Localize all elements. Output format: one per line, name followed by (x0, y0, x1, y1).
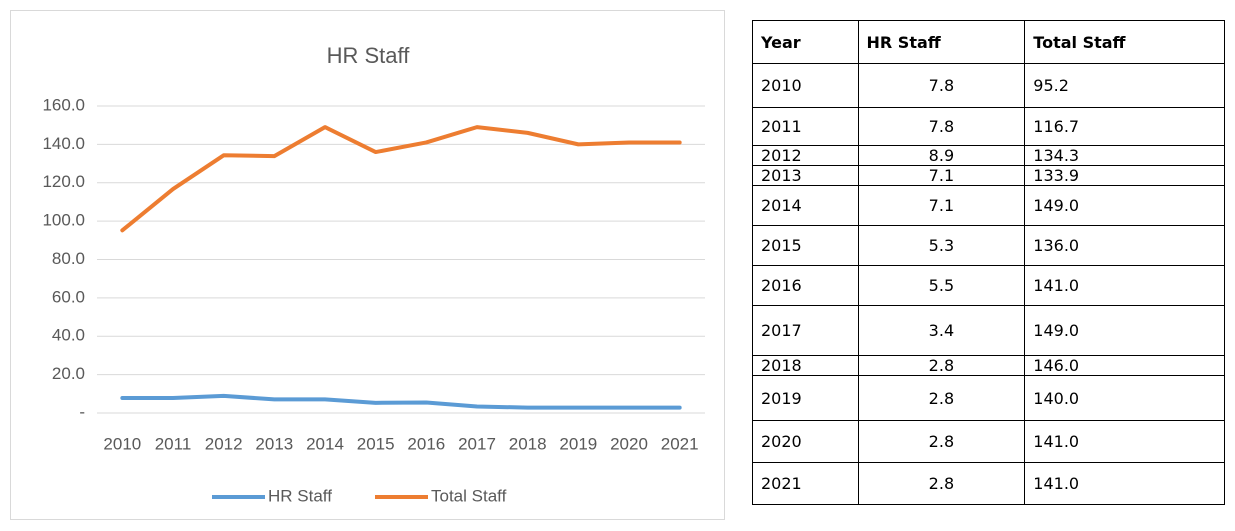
table-cell: 2.8 (857, 375, 1026, 421)
table-cell: 116.7 (1024, 107, 1225, 146)
y-tick-label: 80.0 (52, 249, 85, 268)
header-row: Year HR Staff Total Staff (752, 20, 1225, 64)
legend-label: HR Staff (268, 486, 332, 505)
table-cell: 5.3 (857, 225, 1026, 266)
x-tick-label: 2010 (103, 434, 141, 453)
table-row: 2015 5.3 136.0 (752, 225, 1225, 266)
chart-title: HR Staff (327, 43, 411, 68)
series-line (120, 393, 682, 410)
x-tick-label: 2017 (458, 434, 496, 453)
table-cell: 2010 (752, 63, 859, 108)
y-tick-label: 100.0 (42, 211, 85, 230)
table-cell: 8.9 (857, 145, 1026, 166)
y-tick-label: 140.0 (42, 134, 85, 153)
table-row: 2012 8.9 134.3 (752, 145, 1225, 166)
table-row: 2013 7.1 133.9 (752, 165, 1225, 186)
table-cell: 134.3 (1024, 145, 1225, 166)
table-cell: 7.8 (857, 107, 1026, 146)
table-cell: 2013 (752, 165, 859, 186)
x-tick-label: 2015 (357, 434, 395, 453)
table-cell: 2.8 (857, 355, 1026, 376)
table-row: 2014 7.1 149.0 (752, 185, 1225, 226)
table-cell: 2021 (752, 462, 859, 505)
x-tick-label: 2018 (509, 434, 547, 453)
header-cell: Year (752, 20, 859, 64)
y-tick-label: 40.0 (52, 326, 85, 345)
table-cell: 141.0 (1024, 420, 1225, 463)
table-cell: 7.8 (857, 63, 1026, 108)
table-cell: 2014 (752, 185, 859, 226)
table-cell: 2012 (752, 145, 859, 166)
x-tick-label: 2016 (407, 434, 445, 453)
table-row: 2019 2.8 140.0 (752, 375, 1225, 421)
table-cell: 2018 (752, 355, 859, 376)
table-row: 2011 7.8 116.7 (752, 107, 1225, 146)
table-row: 2017 3.4 149.0 (752, 305, 1225, 356)
table-cell: 2019 (752, 375, 859, 421)
y-tick-label: 160.0 (42, 95, 85, 114)
table-cell: 7.1 (857, 185, 1026, 226)
x-tick-label: 2020 (610, 434, 648, 453)
table-cell: 141.0 (1024, 462, 1225, 505)
table-cell: 5.5 (857, 265, 1026, 306)
table-cell: 2017 (752, 305, 859, 356)
table-row: 2021 2.8 141.0 (752, 462, 1225, 505)
header-cell: HR Staff (857, 20, 1026, 64)
y-tick-label: 60.0 (52, 287, 85, 306)
x-tick-label: 2014 (306, 434, 344, 453)
table-row: 2018 2.8 146.0 (752, 355, 1225, 376)
y-tick-label: - (79, 402, 85, 421)
table-row: 2010 7.8 95.2 (752, 63, 1225, 108)
table-cell: 2015 (752, 225, 859, 266)
table-cell: 140.0 (1024, 375, 1225, 421)
table-cell: 2.8 (857, 462, 1026, 505)
y-tick-label: 20.0 (52, 364, 85, 383)
table-cell: 2011 (752, 107, 859, 146)
x-tick-label: 2021 (661, 434, 699, 453)
x-tick-label: 2013 (255, 434, 293, 453)
series-line (120, 125, 682, 233)
table-cell: 95.2 (1024, 63, 1225, 108)
chart: HR Staff - 20.0 40.0 60.0 80.0 100.0 120.0 140.… (10, 10, 725, 520)
table-cell: 7.1 (857, 165, 1026, 186)
table-cell: 136.0 (1024, 225, 1225, 266)
table-cell: 2.8 (857, 420, 1026, 463)
y-tick-label: 120.0 (42, 172, 85, 191)
x-tick-label: 2019 (559, 434, 597, 453)
header-cell: Total Staff (1024, 20, 1225, 64)
table-cell: 2020 (752, 420, 859, 463)
table-cell: 141.0 (1024, 265, 1225, 306)
table-row: 2020 2.8 141.0 (752, 420, 1225, 463)
chart-frame (10, 10, 725, 520)
table-cell: 149.0 (1024, 305, 1225, 356)
table-cell: 133.9 (1024, 165, 1225, 186)
legend-label: Total Staff (431, 486, 507, 505)
table-cell: 2016 (752, 265, 859, 306)
x-tick-label: 2011 (155, 434, 192, 453)
x-tick-label: 2012 (205, 434, 243, 453)
table-row: 2016 5.5 141.0 (752, 265, 1225, 306)
table-cell: 149.0 (1024, 185, 1225, 226)
data-table: Year HR Staff Total Staff 2010 7.8 95.2 2011 7.… (752, 20, 1225, 505)
table-cell: 3.4 (857, 305, 1026, 356)
table-cell: 146.0 (1024, 355, 1225, 376)
